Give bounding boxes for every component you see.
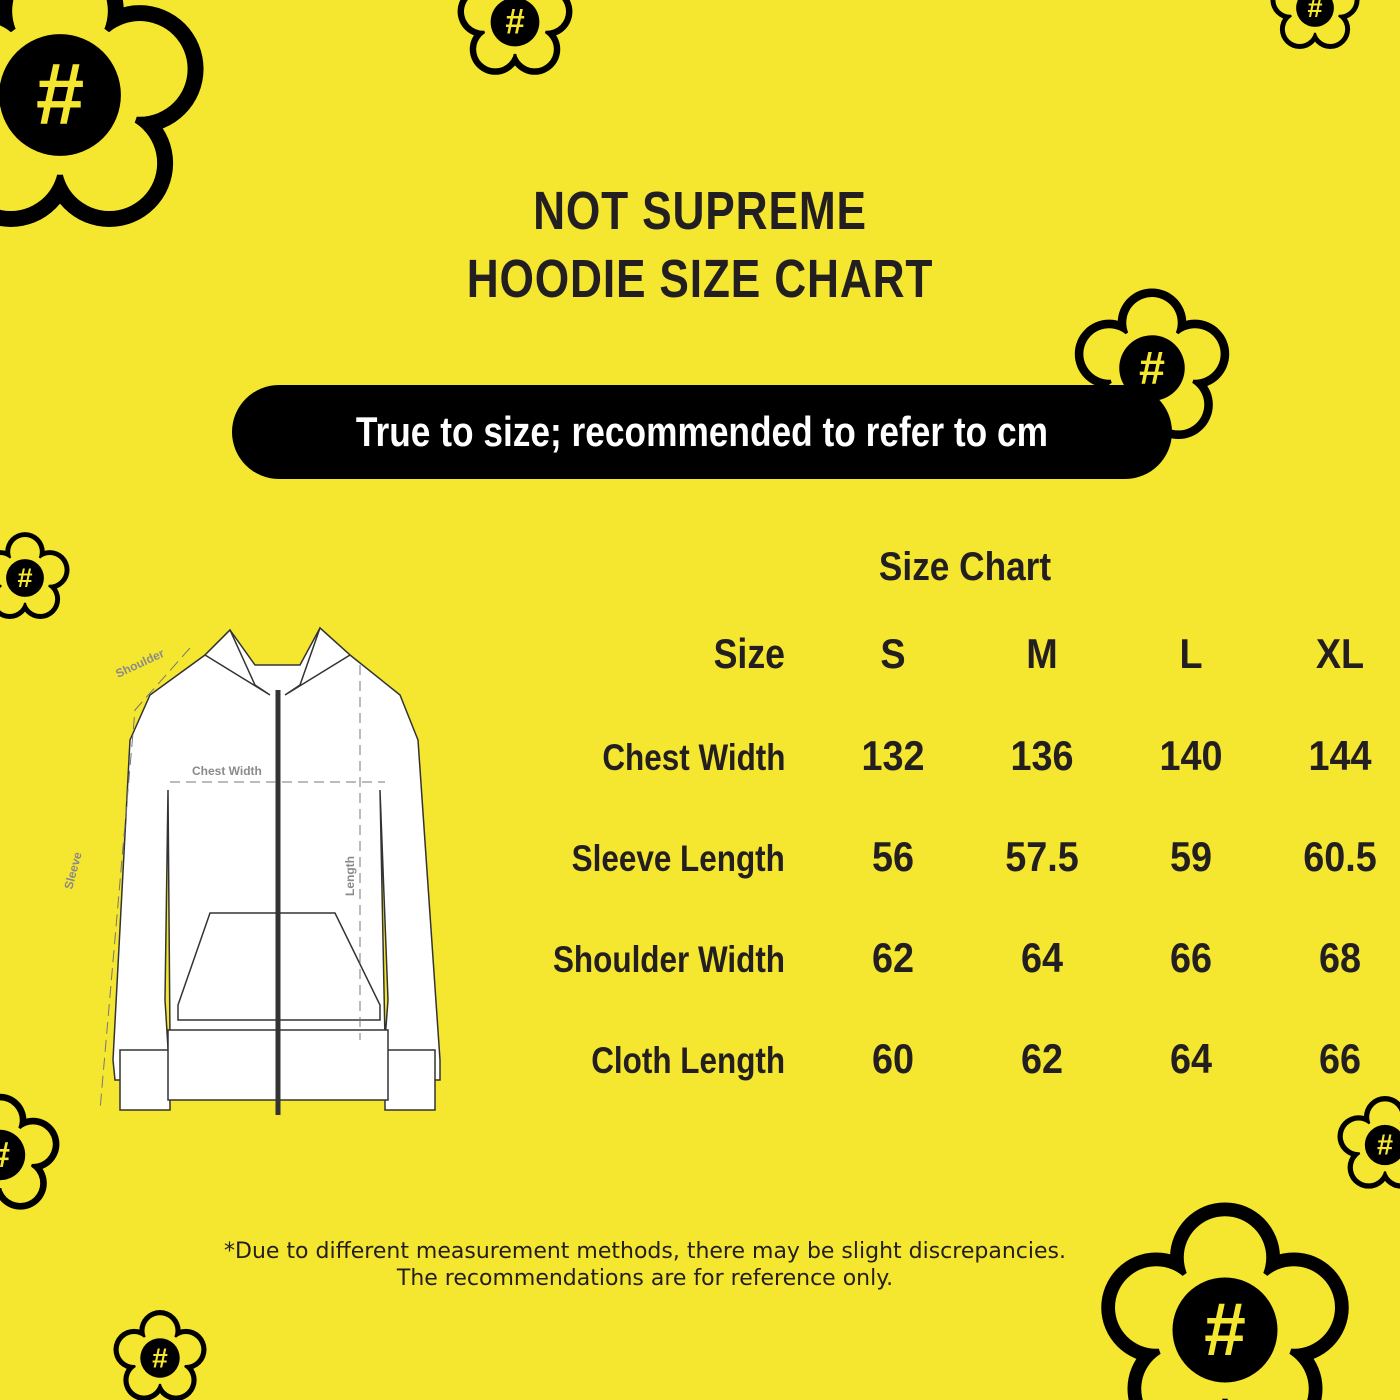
row-label: Shoulder Width [552,939,785,980]
header-m: M [1026,630,1058,677]
table-cell: 140 [1159,732,1223,779]
table-cell: 62 [871,934,915,981]
table-cell: 60.5 [1303,833,1377,880]
flower-hash-icon [1101,1202,1349,1400]
shoulder-label: Shoulder [113,646,166,681]
length-label: Length [343,856,357,896]
header-l: L [1179,630,1203,677]
header-size: Size [713,630,785,677]
table-cell: 144 [1308,732,1372,779]
flower-hash-icon [1270,0,1360,49]
row-label: Sleeve Length [571,838,785,879]
flower-hash-icon [1337,1096,1400,1189]
table-cell: 68 [1318,934,1362,981]
fit-banner: True to size; recommended to refer to cm [232,385,1172,479]
header-xl: XL [1315,630,1365,677]
table-cell: 64 [1169,1035,1213,1082]
chest-width-label: Chest Width [192,764,262,778]
disclaimer-line-1: *Due to different measurement methods, t… [224,1239,1066,1264]
table-cell: 66 [1169,934,1213,981]
table-cell: 62 [1020,1035,1064,1082]
title-line-2: HOODIE SIZE CHART [466,249,934,309]
table-cell: 136 [1010,732,1074,779]
table-cell: 66 [1318,1035,1362,1082]
flower-hash-icon [113,1310,207,1400]
title-line-1: NOT SUPREME [533,181,867,241]
header-s: S [880,630,906,677]
disclaimer-line-2: The recommendations are for reference on… [396,1266,894,1291]
table-cell: 60 [871,1035,915,1082]
banner-text: True to size; recommended to refer to cm [355,408,1049,455]
table-cell: 56 [871,833,915,880]
hoodie-diagram: Shoulder Chest Width Sleeve Length [61,626,441,1115]
row-label: Chest Width [601,737,785,778]
disclaimer-note: *Due to different measurement methods, t… [0,1238,1290,1292]
table-title: Size Chart [878,545,1052,589]
table-cell: 57.5 [1005,833,1079,880]
table-cell: 132 [861,732,925,779]
flower-hash-icon [457,0,573,75]
table-cell: 64 [1020,934,1064,981]
row-label: Cloth Length [591,1040,785,1081]
table-cell: 59 [1169,833,1213,880]
sleeve-label: Sleeve [61,850,84,891]
